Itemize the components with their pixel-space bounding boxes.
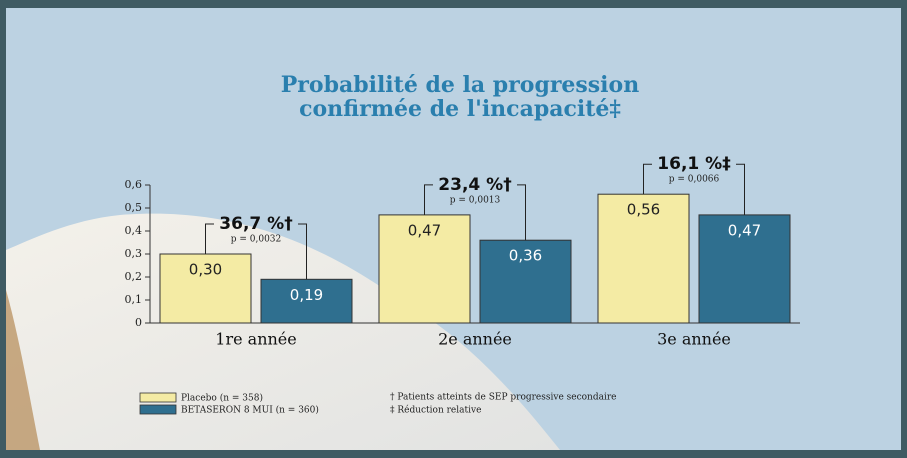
bar [479, 239, 572, 324]
bracket [205, 223, 307, 280]
legend-swatch [139, 404, 177, 415]
x-tick-label: 1re année [215, 330, 296, 349]
chart-title: confirmée de l'incapacité‡ [299, 96, 621, 122]
y-tick-label: 0,1 [125, 293, 143, 306]
y-tick-label: 0,4 [125, 224, 143, 237]
hill-shadow [6, 290, 40, 450]
annotation: 36,7 %† [219, 214, 292, 234]
p-value: p = 0,0066 [669, 175, 720, 185]
value-label: 0,47 [728, 221, 761, 239]
p-value: p = 0,0032 [231, 235, 282, 245]
bar [378, 214, 471, 324]
bracket [643, 163, 745, 215]
annotation: 23,4 %† [438, 175, 511, 195]
footnote: ‡ Réduction relative [390, 405, 481, 416]
value-label: 0,47 [408, 221, 441, 239]
value-label: 0,36 [509, 247, 542, 265]
chart-title: Probabilité de la progression [281, 72, 639, 98]
legend-label: Placebo (n = 358) [181, 393, 263, 404]
value-label: 0,56 [627, 201, 660, 219]
legend-label: BETASERON 8 MUI (n = 360) [181, 405, 319, 416]
x-tick-label: 3e année [657, 330, 731, 349]
y-tick-label: 0,6 [125, 178, 143, 191]
hill [6, 213, 560, 450]
bar [597, 193, 690, 324]
y-tick-label: 0,5 [125, 201, 143, 214]
value-label: 0,30 [189, 261, 222, 279]
y-tick-label: 0,3 [125, 247, 143, 260]
y-tick-label: 0 [135, 316, 142, 329]
p-value: p = 0,0013 [450, 195, 501, 205]
bar [698, 214, 791, 324]
value-label: 0,19 [290, 286, 323, 304]
bracket [424, 184, 526, 241]
bar [159, 253, 252, 324]
legend-swatch [139, 392, 177, 403]
x-tick-label: 2e année [438, 330, 512, 349]
footnote: † Patients atteints de SEP progressive s… [390, 393, 616, 403]
annotation: 16,1 %‡ [657, 154, 730, 174]
y-tick-label: 0,2 [125, 270, 143, 283]
